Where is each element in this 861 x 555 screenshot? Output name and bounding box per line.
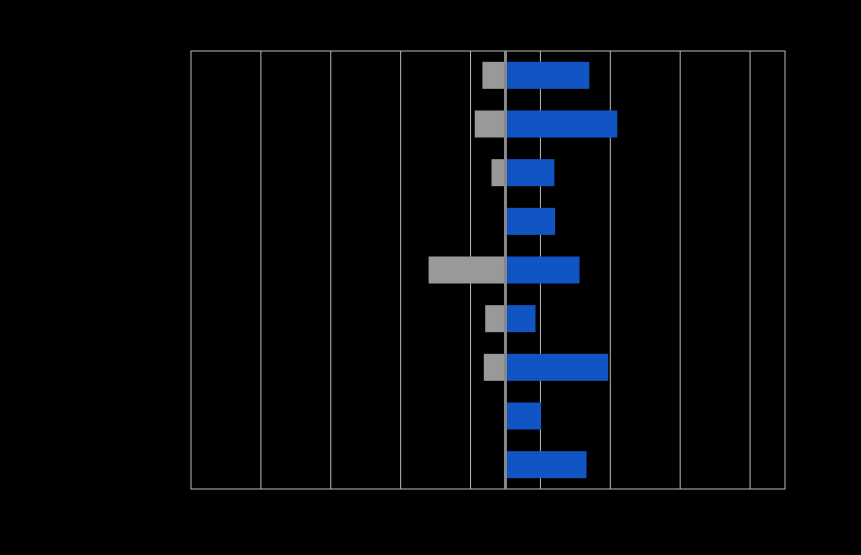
bar: [505, 451, 587, 479]
bar: [491, 159, 506, 187]
x-tick-label: -5: [465, 497, 476, 511]
bar: [483, 353, 506, 381]
x-tick-label: 15: [604, 497, 618, 511]
bar: [505, 110, 618, 138]
x-tick-label: -25: [322, 497, 340, 511]
bar: [505, 159, 555, 187]
bar: [505, 305, 536, 333]
bar: [485, 305, 506, 333]
bar: [505, 402, 542, 430]
bar: [428, 256, 506, 284]
bar: [474, 110, 506, 138]
x-tick-label: 35: [743, 497, 757, 511]
bar: [505, 61, 590, 89]
x-tick-label: -35: [252, 497, 270, 511]
x-tick-label: 5: [537, 497, 544, 511]
plot-border: [190, 50, 786, 490]
x-tick-label: 25: [673, 497, 687, 511]
bar: [505, 207, 556, 235]
bar: [505, 353, 609, 381]
x-tick-label: -15: [392, 497, 410, 511]
x-tick-label: -45: [182, 497, 200, 511]
bar: [505, 256, 580, 284]
bar: [482, 61, 506, 89]
